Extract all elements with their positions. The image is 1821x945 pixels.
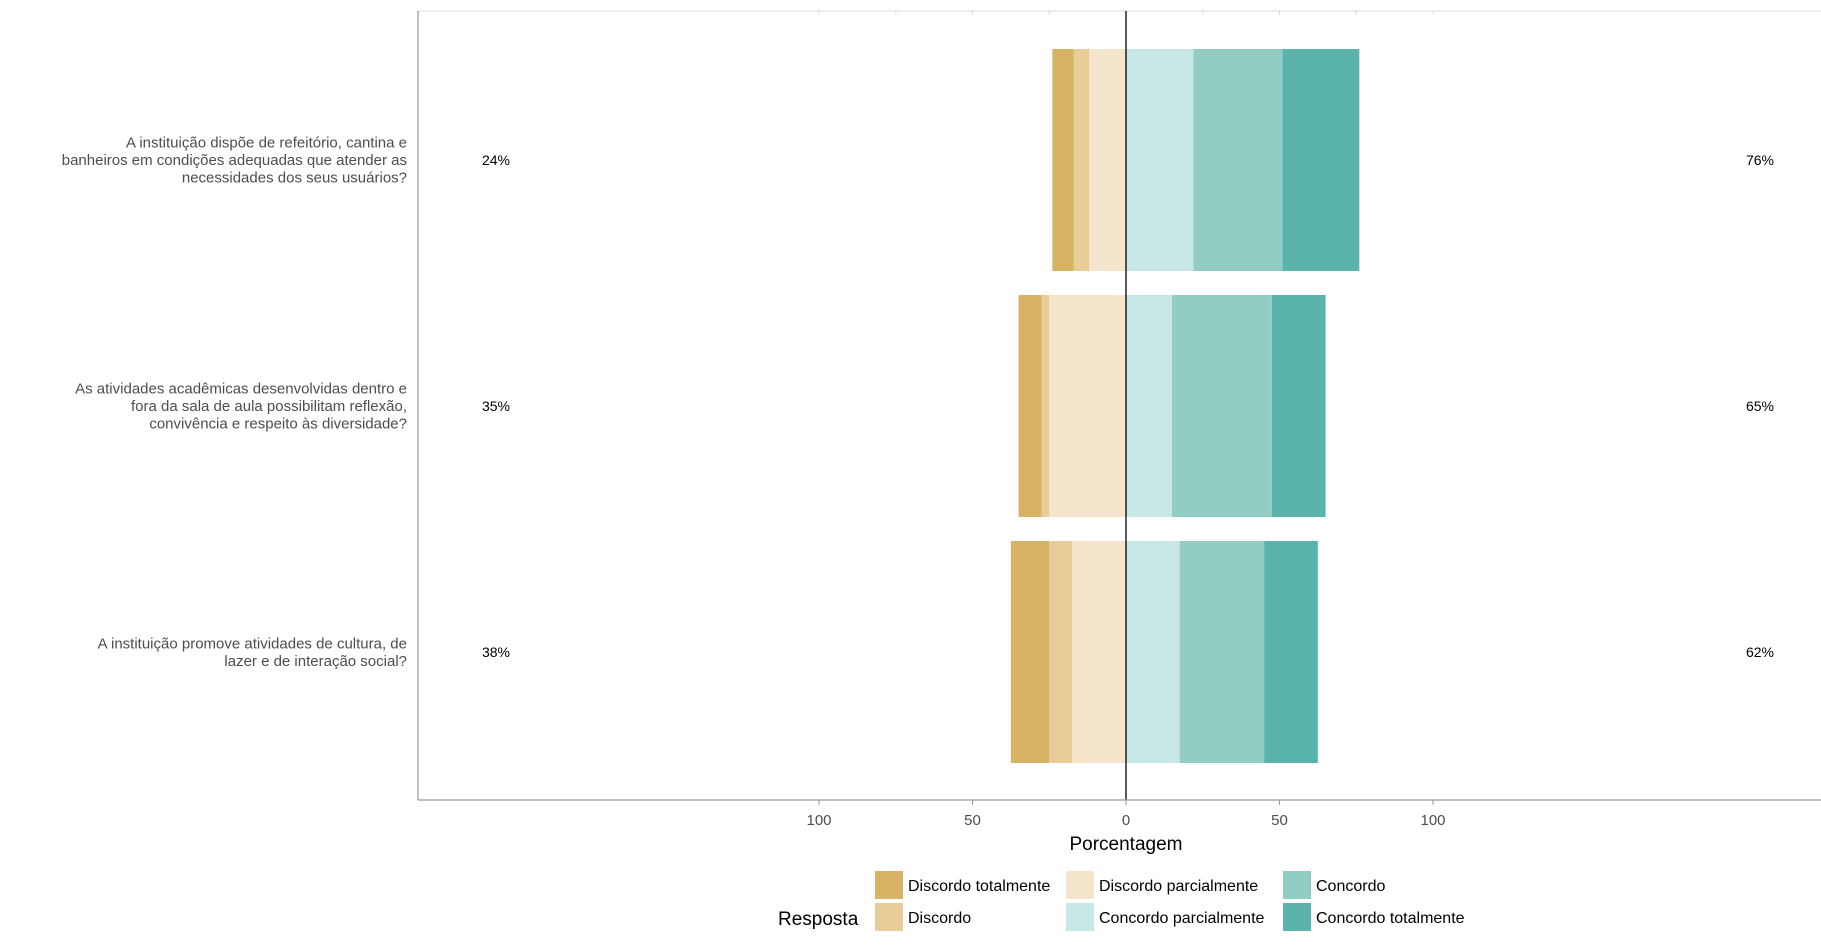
legend-swatch bbox=[875, 903, 903, 931]
x-tick-label: 100 bbox=[806, 812, 831, 829]
bar-discordo-totalmente-1 bbox=[1052, 49, 1074, 271]
bar-concordo-parcialmente-2 bbox=[1126, 295, 1173, 517]
positive-total-label: 65% bbox=[1746, 398, 1774, 414]
bar-concordo-totalmente-1 bbox=[1282, 49, 1360, 271]
x-tick-label: 100 bbox=[1420, 812, 1445, 829]
negative-total-label: 38% bbox=[482, 644, 510, 660]
legend-label: Discordo totalmente bbox=[908, 878, 1050, 895]
category-label: A instituição dispõe de refeitório, cant… bbox=[62, 135, 407, 187]
negative-total-label: 24% bbox=[482, 152, 510, 168]
bar-discordo-1 bbox=[1073, 49, 1090, 271]
negative-total-label: 35% bbox=[482, 398, 510, 414]
legend-label: Concordo parcialmente bbox=[1099, 910, 1265, 927]
legend-label: Discordo bbox=[908, 910, 971, 927]
positive-total-label: 62% bbox=[1746, 644, 1774, 660]
x-axis-title: Porcentagem bbox=[1069, 834, 1182, 855]
bar-concordo-1 bbox=[1193, 49, 1283, 271]
x-tick-label: 0 bbox=[1122, 812, 1130, 829]
bar-discordo-totalmente-3 bbox=[1010, 541, 1050, 763]
legend-swatch bbox=[1283, 903, 1311, 931]
positive-total-label: 76% bbox=[1746, 152, 1774, 168]
legend-label: Concordo totalmente bbox=[1316, 910, 1465, 927]
bar-concordo-parcialmente-1 bbox=[1126, 49, 1194, 271]
y-axis-labels: A instituição dispõe de refeitório, cant… bbox=[62, 135, 407, 670]
category-label: As atividades acadêmicas desenvolvidas d… bbox=[75, 381, 407, 433]
legend-swatch bbox=[1283, 871, 1311, 899]
legend: Resposta Discordo totalmente Discordo Disc… bbox=[778, 871, 1465, 931]
legend-label: Discordo parcialmente bbox=[1099, 878, 1258, 895]
bar-discordo-parcialmente-3 bbox=[1072, 541, 1126, 763]
legend-swatch bbox=[875, 871, 903, 899]
bar-concordo-3 bbox=[1179, 541, 1265, 763]
bar-discordo-3 bbox=[1049, 541, 1073, 763]
bar-discordo-2 bbox=[1041, 295, 1050, 517]
bar-concordo-2 bbox=[1172, 295, 1272, 517]
legend-swatch bbox=[1066, 903, 1094, 931]
legend-swatch bbox=[1066, 871, 1094, 899]
bars bbox=[1010, 49, 1360, 763]
bar-concordo-totalmente-2 bbox=[1271, 295, 1326, 517]
bar-discordo-totalmente-2 bbox=[1018, 295, 1042, 517]
x-axis-ticks: 100 50 0 50 100 bbox=[806, 800, 1446, 829]
category-label: A instituição promove atividades de cult… bbox=[98, 635, 407, 670]
legend-title: Resposta bbox=[778, 909, 859, 930]
grid-lines bbox=[418, 10, 1821, 15]
bar-concordo-parcialmente-3 bbox=[1126, 541, 1180, 763]
percentage-labels: 24% 76% 35% 65% 38% 62% bbox=[482, 152, 1774, 660]
x-tick-label: 50 bbox=[964, 812, 981, 829]
bar-discordo-parcialmente-2 bbox=[1049, 295, 1126, 517]
bar-discordo-parcialmente-1 bbox=[1089, 49, 1126, 271]
x-tick-label: 50 bbox=[1271, 812, 1288, 829]
legend-label: Concordo bbox=[1316, 878, 1385, 895]
bar-concordo-totalmente-3 bbox=[1264, 541, 1318, 763]
